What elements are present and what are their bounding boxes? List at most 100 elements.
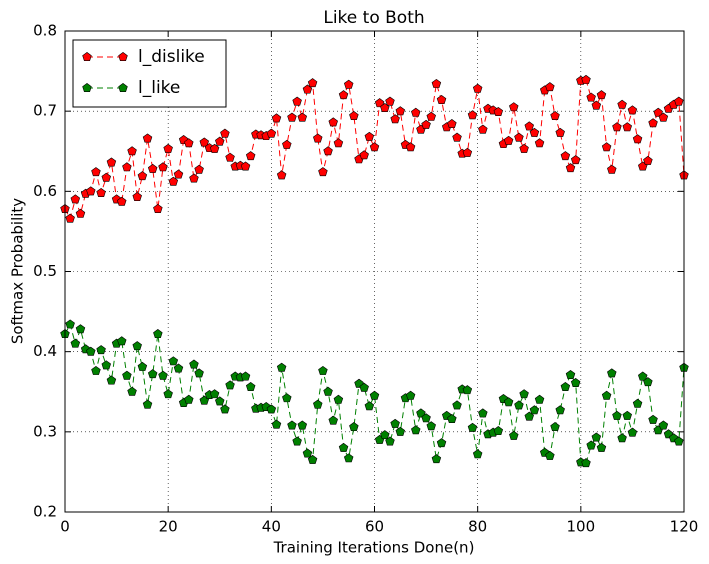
marker <box>658 112 669 122</box>
marker <box>240 161 251 171</box>
marker <box>431 454 442 464</box>
marker <box>137 361 148 371</box>
x-tick-label: 60 <box>365 518 384 536</box>
x-axis-label: Training Iterations Done(n) <box>273 539 475 557</box>
marker <box>271 113 282 123</box>
marker <box>349 422 359 432</box>
marker <box>452 400 462 410</box>
marker <box>359 150 369 160</box>
marker <box>158 162 168 172</box>
marker <box>189 173 199 183</box>
marker <box>586 440 596 450</box>
marker <box>313 133 323 143</box>
marker <box>390 114 400 124</box>
y-tick-label: 0.6 <box>33 182 57 200</box>
marker <box>674 96 684 106</box>
marker <box>282 139 292 149</box>
marker <box>534 138 545 148</box>
marker <box>416 408 426 418</box>
marker <box>96 345 106 355</box>
marker <box>137 171 148 181</box>
marker <box>395 426 406 436</box>
marker <box>343 79 354 89</box>
marker <box>101 360 111 370</box>
marker <box>421 119 431 129</box>
marker <box>503 135 514 145</box>
y-tick-label: 0.2 <box>33 503 57 521</box>
marker <box>153 329 163 339</box>
marker <box>117 196 127 206</box>
marker <box>565 163 576 173</box>
marker <box>632 134 643 144</box>
marker <box>86 186 96 196</box>
marker <box>472 83 483 93</box>
marker <box>411 107 421 117</box>
marker <box>653 107 663 117</box>
marker <box>75 324 86 334</box>
marker <box>385 96 395 106</box>
marker <box>545 82 555 92</box>
marker <box>292 96 302 106</box>
legend-label: l_dislike <box>138 47 205 67</box>
legend-marker <box>118 83 128 93</box>
marker <box>447 119 457 129</box>
marker <box>612 122 622 132</box>
legend-marker <box>82 83 92 93</box>
marker <box>338 90 349 100</box>
marker <box>338 442 349 452</box>
marker <box>364 401 375 411</box>
marker <box>472 449 483 459</box>
marker <box>86 346 96 356</box>
marker <box>452 132 462 142</box>
marker <box>514 400 524 410</box>
marker <box>65 213 75 223</box>
marker <box>607 368 617 378</box>
marker <box>225 380 235 390</box>
marker <box>555 127 565 137</box>
marker <box>333 138 344 148</box>
marker <box>173 363 184 373</box>
marker <box>328 415 338 425</box>
marker <box>534 394 545 404</box>
marker <box>493 106 504 116</box>
marker <box>323 386 333 396</box>
marker <box>142 399 153 409</box>
marker <box>369 390 380 400</box>
marker <box>323 146 333 156</box>
marker <box>168 356 179 366</box>
marker <box>245 151 256 161</box>
marker <box>220 128 230 138</box>
marker <box>643 377 653 387</box>
marker <box>122 370 132 380</box>
marker <box>209 389 220 399</box>
marker <box>271 419 282 429</box>
marker <box>147 369 158 379</box>
marker <box>555 405 565 415</box>
marker <box>514 132 524 142</box>
marker <box>245 381 256 391</box>
marker <box>302 448 313 458</box>
marker <box>550 111 560 120</box>
marker <box>601 390 612 400</box>
marker <box>570 155 581 165</box>
x-tick-label: 20 <box>159 518 178 536</box>
marker <box>194 164 204 174</box>
marker <box>509 430 519 440</box>
marker <box>132 191 142 201</box>
marker <box>106 375 117 385</box>
marker <box>297 420 308 430</box>
marker <box>91 167 101 177</box>
marker <box>431 78 442 88</box>
y-tick-label: 0.3 <box>33 422 57 440</box>
legend-box <box>72 39 227 108</box>
marker <box>596 90 607 100</box>
marker <box>421 413 431 423</box>
marker <box>75 208 86 218</box>
marker <box>318 365 328 375</box>
marker <box>184 394 194 404</box>
marker <box>276 362 287 372</box>
marker <box>607 164 617 174</box>
y-tick-label: 0.8 <box>33 22 57 40</box>
marker <box>225 152 235 162</box>
marker <box>364 131 375 141</box>
